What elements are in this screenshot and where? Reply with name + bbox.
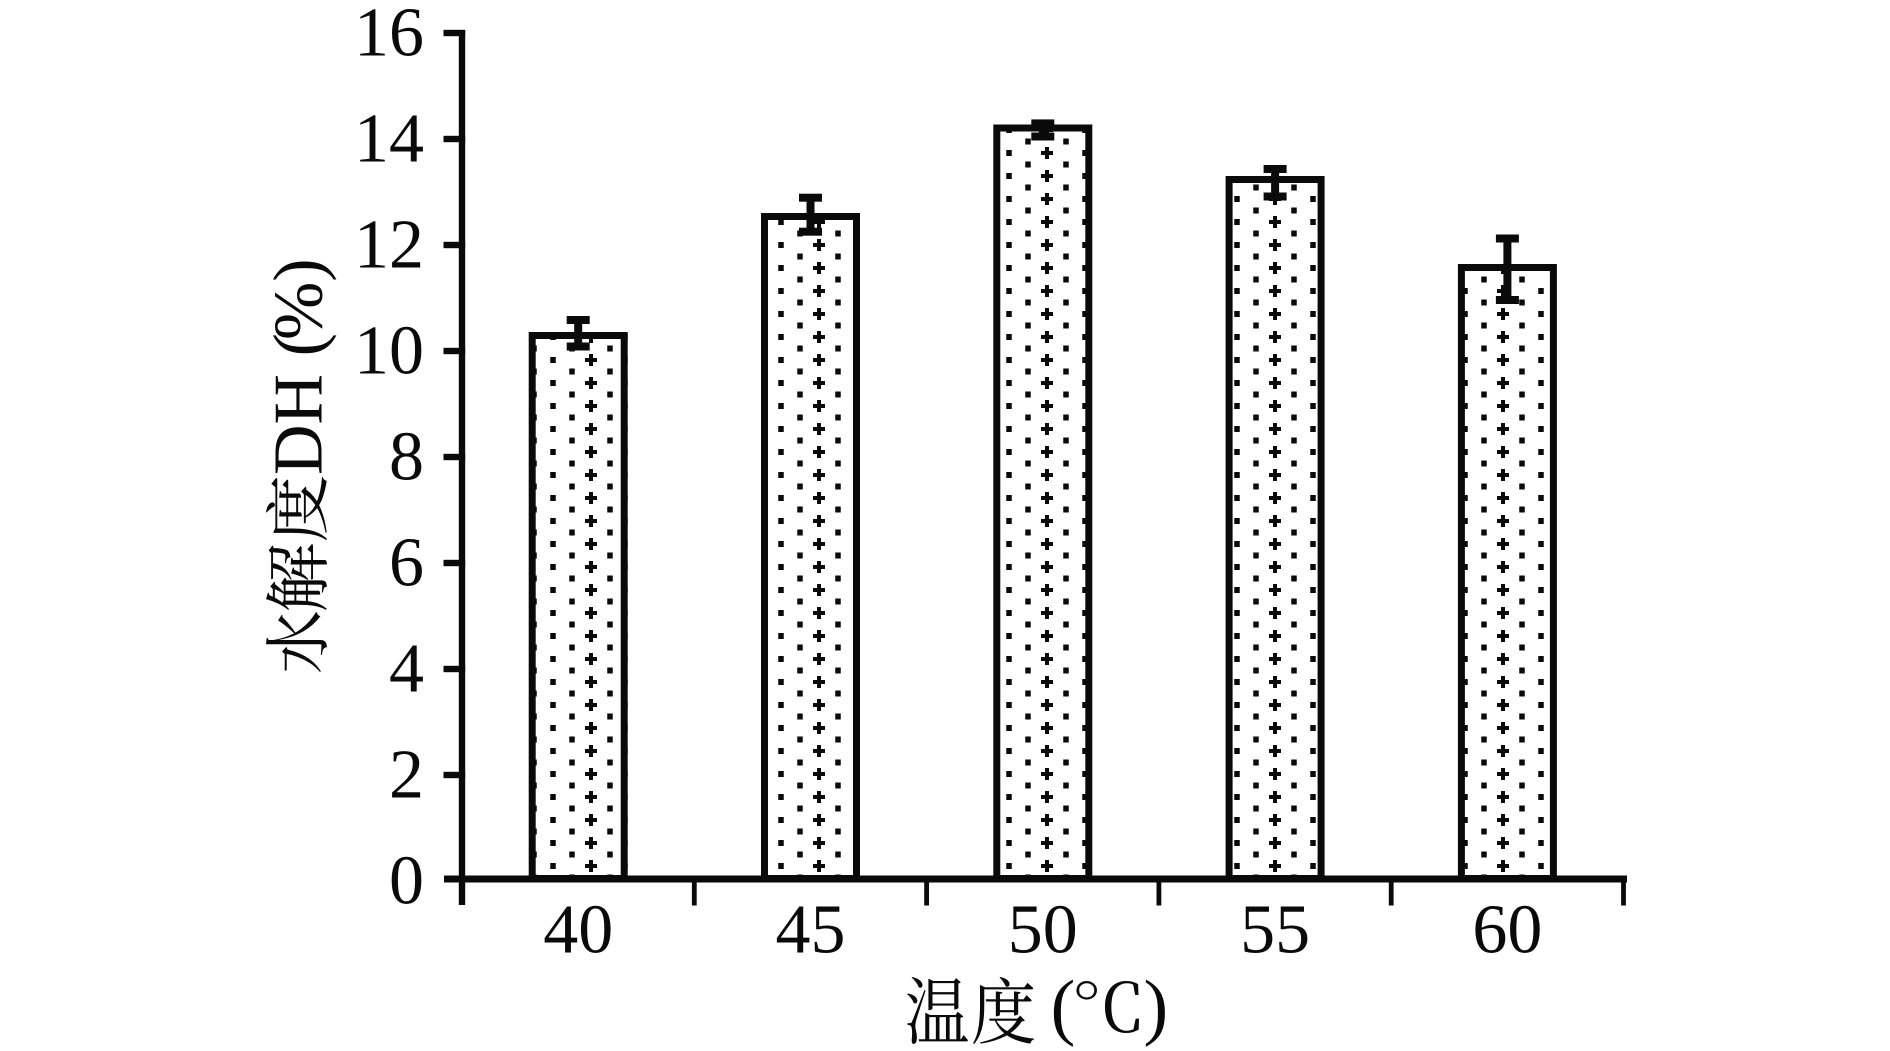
svg-text:DH (: DH ( xyxy=(261,333,338,475)
svg-text:): ) xyxy=(1144,966,1169,1048)
svg-text:50: 50 xyxy=(1008,892,1078,969)
svg-text:8: 8 xyxy=(389,419,424,496)
svg-text:6: 6 xyxy=(389,525,424,602)
svg-text:4: 4 xyxy=(389,631,424,708)
svg-text:0: 0 xyxy=(389,843,424,920)
svg-text:%): %) xyxy=(261,258,338,340)
svg-text:10: 10 xyxy=(354,313,424,390)
svg-text:40: 40 xyxy=(543,892,613,969)
svg-text:60: 60 xyxy=(1472,892,1542,969)
svg-text:16: 16 xyxy=(354,0,424,72)
svg-text:55: 55 xyxy=(1240,892,1310,969)
svg-text:12: 12 xyxy=(354,207,424,284)
svg-text:45: 45 xyxy=(776,892,846,969)
svg-text:14: 14 xyxy=(354,101,424,178)
svg-text:(: ( xyxy=(1051,966,1076,1048)
svg-text:2: 2 xyxy=(389,737,424,814)
